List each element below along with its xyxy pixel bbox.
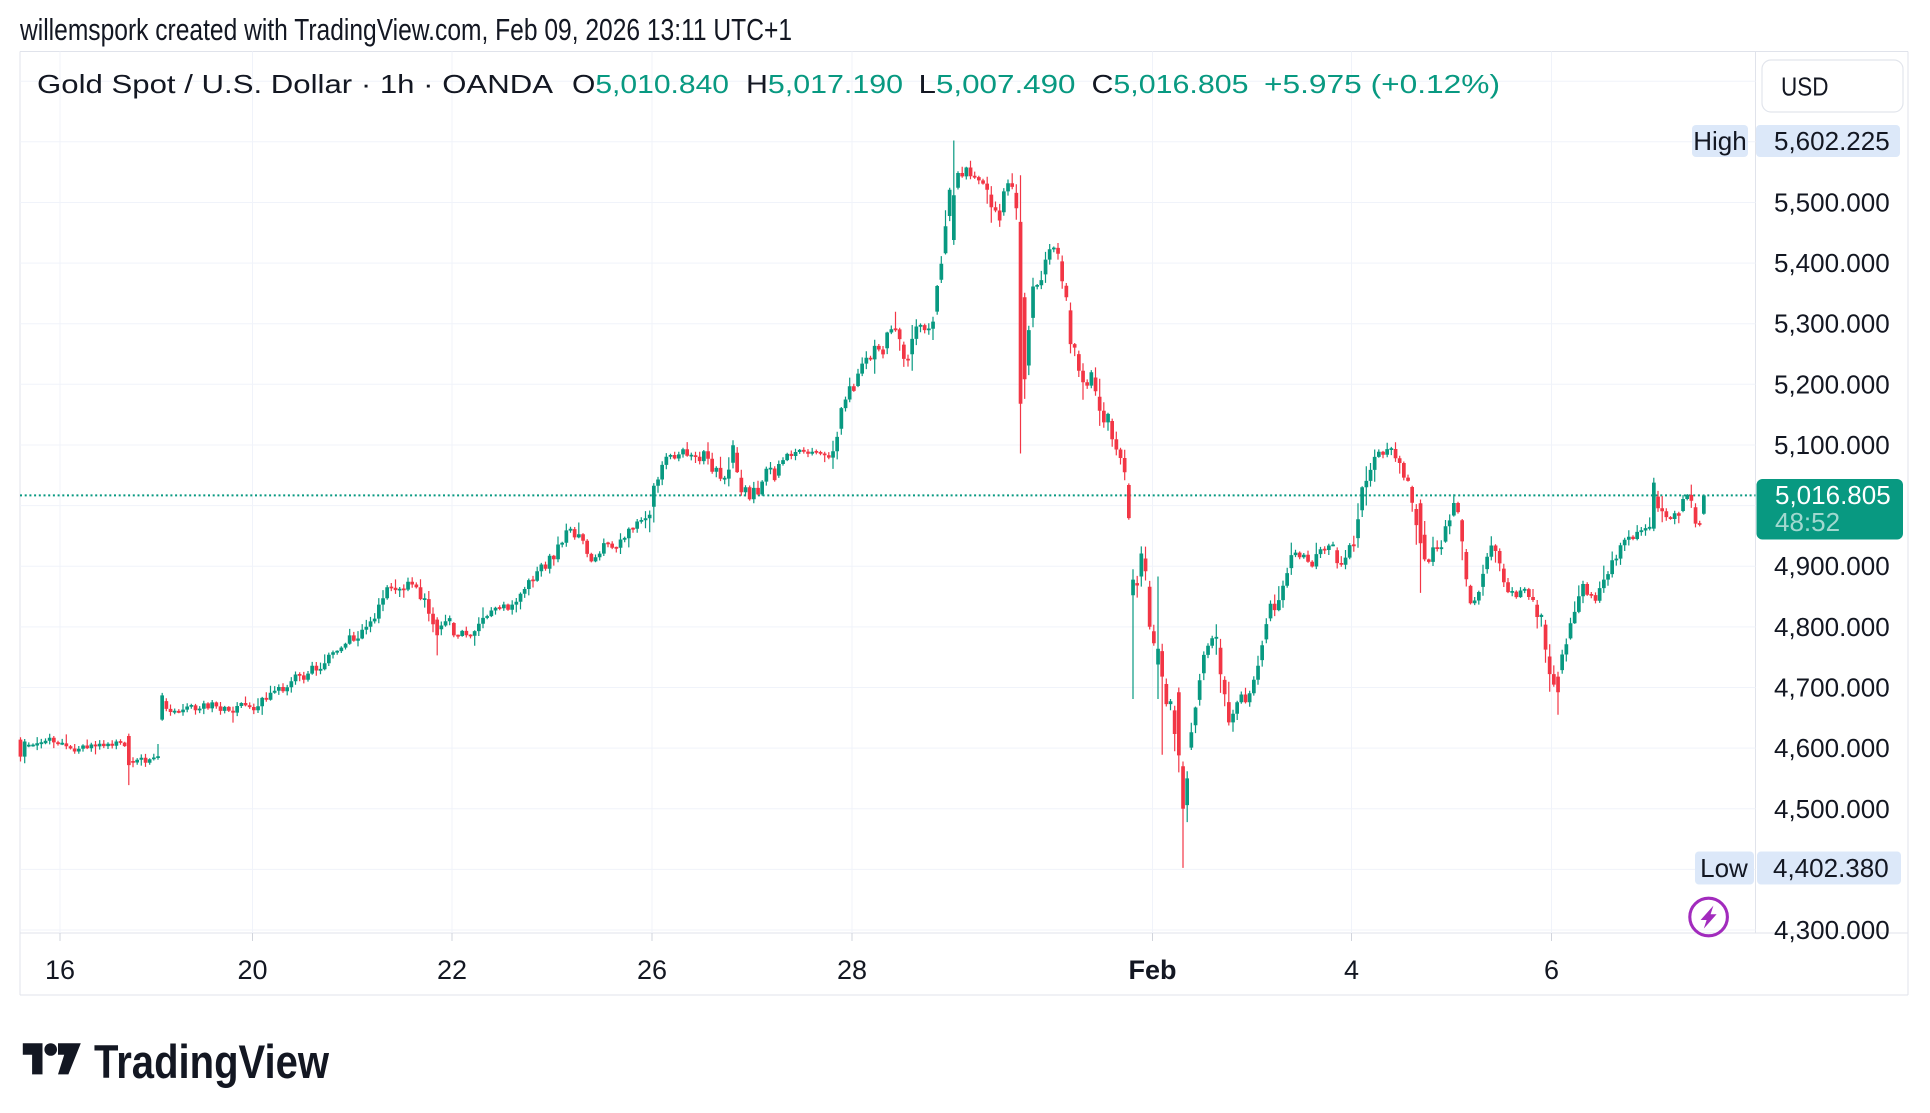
svg-text:4,402.380: 4,402.380 xyxy=(1773,853,1889,883)
svg-text:Gold Spot / U.S. Dollar · 1h ·: Gold Spot / U.S. Dollar · 1h · OANDA xyxy=(37,69,554,99)
svg-text:5,500.000: 5,500.000 xyxy=(1774,188,1890,218)
svg-text:Low: Low xyxy=(1700,853,1748,883)
svg-text:5,016.805: 5,016.805 xyxy=(1775,480,1891,510)
svg-text:willemspork created with Tradi: willemspork created with TradingView.com… xyxy=(19,12,792,47)
svg-text:L5,007.490: L 5,007.490 xyxy=(919,69,1076,99)
svg-text:5,300.000: 5,300.000 xyxy=(1774,309,1890,339)
svg-text:Feb: Feb xyxy=(1128,955,1176,985)
svg-text:5,200.000: 5,200.000 xyxy=(1774,369,1890,399)
svg-text:22: 22 xyxy=(437,955,467,985)
svg-text:28: 28 xyxy=(837,955,867,985)
svg-text:4,800.000: 4,800.000 xyxy=(1774,612,1890,642)
svg-text:6: 6 xyxy=(1544,955,1559,985)
svg-text:TradingView: TradingView xyxy=(94,1035,329,1088)
svg-text:16: 16 xyxy=(45,955,75,985)
svg-text:O5,010.840: O 5,010.840 xyxy=(572,69,729,99)
svg-text:5,602.225: 5,602.225 xyxy=(1774,126,1890,156)
svg-text:4,300.000: 4,300.000 xyxy=(1774,915,1890,945)
svg-text:C5,016.805: C 5,016.805 xyxy=(1092,69,1249,99)
svg-text:48:52: 48:52 xyxy=(1775,507,1840,537)
svg-text:4,600.000: 4,600.000 xyxy=(1774,733,1890,763)
svg-text:20: 20 xyxy=(237,955,267,985)
svg-text:4,500.000: 4,500.000 xyxy=(1774,794,1890,824)
svg-text:USD: USD xyxy=(1781,72,1829,102)
svg-text:4,900.000: 4,900.000 xyxy=(1774,551,1890,581)
svg-text:5,100.000: 5,100.000 xyxy=(1774,430,1890,460)
svg-text:4: 4 xyxy=(1344,955,1359,985)
svg-text:26: 26 xyxy=(637,955,667,985)
svg-text:High: High xyxy=(1693,126,1746,156)
svg-text:H5,017.190: H 5,017.190 xyxy=(746,69,903,99)
svg-text:5,400.000: 5,400.000 xyxy=(1774,248,1890,278)
svg-text:+5.975 (+0.12%): +5.975 (+0.12%) xyxy=(1264,69,1500,99)
svg-text:4,700.000: 4,700.000 xyxy=(1774,673,1890,703)
